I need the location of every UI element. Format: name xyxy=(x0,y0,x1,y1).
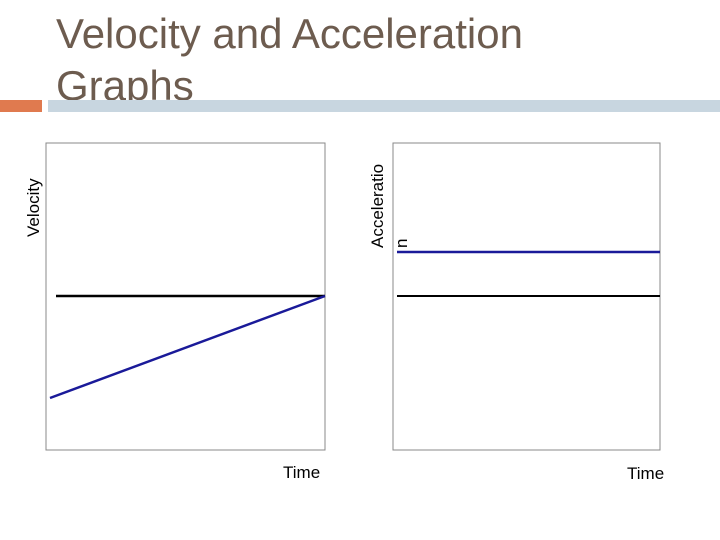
title-accent-blue-bar xyxy=(48,100,720,112)
title-accent-orange-bar xyxy=(0,100,42,112)
velocity-line xyxy=(49,294,326,400)
acceleration-graph: Acceleratio n Time xyxy=(368,142,664,483)
velocity-graph: Velocity Time xyxy=(24,142,326,482)
acceleration-y-axis-label-line1: Acceleratio xyxy=(368,164,387,248)
velocity-y-axis-label: Velocity xyxy=(24,178,43,237)
acceleration-y-axis-label-line2: n xyxy=(392,239,411,248)
acceleration-x-axis-label: Time xyxy=(627,464,664,483)
velocity-x-axis-label: Time xyxy=(283,463,320,482)
